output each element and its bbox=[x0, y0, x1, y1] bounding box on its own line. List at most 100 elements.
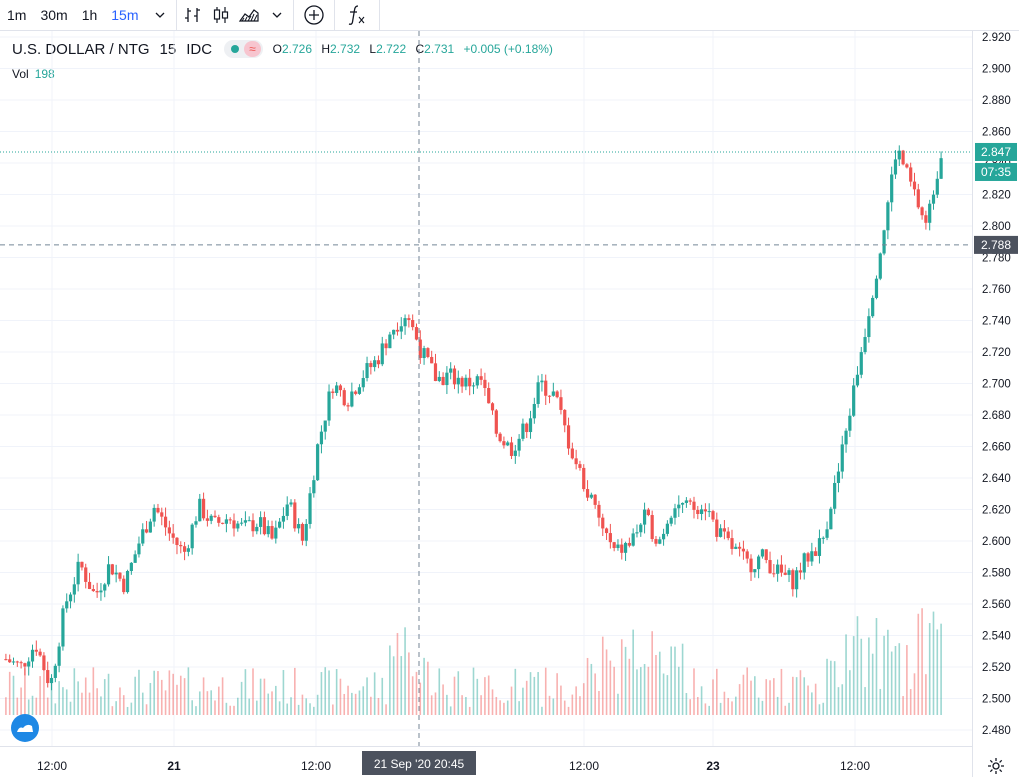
candlestick-icon[interactable] bbox=[207, 0, 235, 31]
candle-body[interactable] bbox=[99, 590, 103, 593]
candle-body[interactable] bbox=[783, 572, 787, 575]
candle-body[interactable] bbox=[669, 517, 673, 524]
candle-body[interactable] bbox=[585, 489, 590, 498]
candle-body[interactable] bbox=[578, 464, 582, 468]
candle-body[interactable] bbox=[696, 509, 700, 515]
candle-body[interactable] bbox=[620, 544, 624, 553]
candle-body[interactable] bbox=[616, 544, 620, 549]
candle-body[interactable] bbox=[601, 517, 605, 529]
candle-body[interactable] bbox=[285, 504, 289, 516]
candle-body[interactable] bbox=[160, 512, 164, 517]
candle-body[interactable] bbox=[589, 494, 593, 498]
candle-body[interactable] bbox=[350, 391, 354, 407]
candle-body[interactable] bbox=[848, 415, 852, 431]
candle-body[interactable] bbox=[604, 528, 609, 534]
candle-body[interactable] bbox=[487, 388, 491, 404]
candle-body[interactable] bbox=[182, 546, 187, 552]
bar-chart-icon[interactable] bbox=[179, 0, 207, 31]
candle-body[interactable] bbox=[566, 425, 571, 449]
candle-body[interactable] bbox=[141, 529, 145, 544]
candle-body[interactable] bbox=[525, 423, 529, 433]
candle-body[interactable] bbox=[909, 167, 913, 182]
candle-body[interactable] bbox=[882, 230, 886, 254]
candle-body[interactable] bbox=[331, 391, 335, 393]
candle-body[interactable] bbox=[125, 571, 130, 593]
candle-body[interactable] bbox=[730, 538, 734, 549]
candle-body[interactable] bbox=[217, 517, 221, 523]
candle-body[interactable] bbox=[479, 376, 483, 380]
candle-body[interactable] bbox=[346, 405, 350, 407]
candle-body[interactable] bbox=[540, 380, 544, 383]
candle-body[interactable] bbox=[468, 377, 472, 387]
candle-body[interactable] bbox=[110, 564, 114, 575]
candle-body[interactable] bbox=[278, 521, 282, 528]
price-chart[interactable]: 2.9202.9002.8802.8602.8402.8202.8002.780… bbox=[0, 31, 1019, 777]
candle-body[interactable] bbox=[673, 508, 677, 518]
candle-body[interactable] bbox=[741, 548, 746, 552]
candle-body[interactable] bbox=[456, 377, 460, 385]
candle-body[interactable] bbox=[255, 526, 259, 532]
candle-body[interactable] bbox=[726, 531, 730, 539]
candle-body[interactable] bbox=[76, 561, 80, 585]
gear-icon[interactable] bbox=[987, 757, 1005, 775]
interval-1m[interactable]: 1m bbox=[7, 7, 27, 23]
candle-body[interactable] bbox=[635, 532, 639, 534]
candle-body[interactable] bbox=[190, 524, 194, 549]
candle-body[interactable] bbox=[30, 649, 35, 662]
candle-body[interactable] bbox=[802, 553, 806, 573]
candle-body[interactable] bbox=[798, 570, 803, 573]
candle-body[interactable] bbox=[308, 493, 312, 524]
candle-body[interactable] bbox=[148, 521, 152, 533]
candle-body[interactable] bbox=[776, 564, 780, 574]
candle-body[interactable] bbox=[38, 651, 42, 656]
candle-body[interactable] bbox=[924, 215, 928, 223]
candle-body[interactable] bbox=[388, 334, 392, 349]
candle-body[interactable] bbox=[365, 363, 369, 379]
candle-body[interactable] bbox=[517, 438, 521, 451]
candle-body[interactable] bbox=[274, 527, 278, 539]
candle-body[interactable] bbox=[262, 517, 267, 535]
candle-body[interactable] bbox=[316, 444, 320, 481]
candle-body[interactable] bbox=[297, 524, 301, 529]
candle-body[interactable] bbox=[509, 442, 514, 456]
candle-body[interactable] bbox=[912, 181, 917, 190]
candle-body[interactable] bbox=[441, 376, 445, 386]
candle-body[interactable] bbox=[757, 556, 761, 570]
candle-body[interactable] bbox=[836, 471, 841, 483]
candle-body[interactable] bbox=[627, 542, 631, 546]
candle-body[interactable] bbox=[772, 573, 776, 575]
candle-body[interactable] bbox=[411, 320, 415, 328]
candle-body[interactable] bbox=[445, 372, 449, 386]
candle-body[interactable] bbox=[559, 397, 563, 410]
candle-body[interactable] bbox=[384, 343, 388, 349]
candle-body[interactable] bbox=[68, 594, 73, 602]
candle-body[interactable] bbox=[490, 403, 495, 411]
candle-body[interactable] bbox=[373, 360, 377, 368]
candle-body[interactable] bbox=[745, 551, 749, 559]
candle-body[interactable] bbox=[15, 661, 19, 663]
candle-body[interactable] bbox=[513, 450, 517, 456]
candle-body[interactable] bbox=[220, 522, 225, 524]
interval-1h[interactable]: 1h bbox=[81, 7, 98, 23]
candle-body[interactable] bbox=[198, 498, 202, 522]
candle-body[interactable] bbox=[23, 663, 27, 667]
candle-body[interactable] bbox=[91, 589, 95, 592]
candle-body[interactable] bbox=[684, 500, 688, 503]
candle-body[interactable] bbox=[893, 159, 898, 175]
candle-body[interactable] bbox=[422, 348, 426, 359]
candle-body[interactable] bbox=[920, 207, 924, 216]
candle-body[interactable] bbox=[399, 326, 403, 332]
candle-body[interactable] bbox=[642, 509, 647, 525]
chevron-down-icon[interactable] bbox=[146, 0, 174, 31]
candle-body[interactable] bbox=[699, 509, 704, 515]
candle-body[interactable] bbox=[171, 533, 175, 538]
candle-body[interactable] bbox=[471, 385, 476, 387]
candle-body[interactable] bbox=[874, 278, 879, 298]
candle-body[interactable] bbox=[395, 329, 400, 332]
candle-body[interactable] bbox=[791, 570, 795, 590]
candle-body[interactable] bbox=[623, 542, 628, 553]
candle-body[interactable] bbox=[871, 297, 875, 317]
candle-body[interactable] bbox=[760, 549, 765, 557]
candle-body[interactable] bbox=[209, 515, 213, 521]
candle-body[interactable] bbox=[338, 385, 343, 391]
